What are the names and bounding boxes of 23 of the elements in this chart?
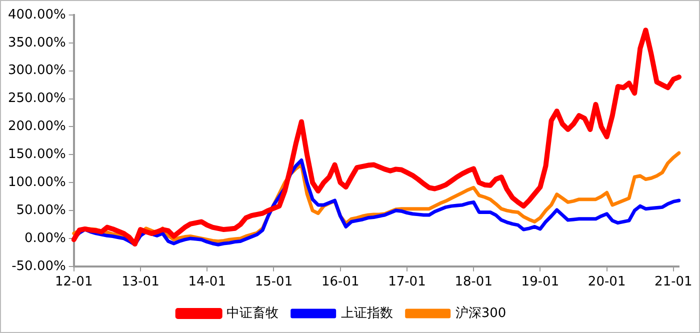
x-tick-label: 20-01 [588,274,626,290]
y-tick-label: 300.00% [8,63,66,78]
y-tick-label: 100.00% [8,174,66,190]
y-tick-label: 200.00% [8,119,66,134]
x-tick-label: 13-01 [122,274,160,290]
y-tick-label: 150.00% [8,147,66,162]
legend-label: 沪深300 [455,304,506,321]
x-tick-label: 16-01 [321,274,360,290]
legend-label: 上证指数 [340,306,393,321]
y-tick-label: 400.00% [8,7,66,22]
y-tick-label: -50.00% [12,258,66,274]
x-tick-label: 19-01 [521,274,560,290]
x-tick-label: 17-01 [388,274,426,290]
x-tick-label: 15-01 [254,274,293,290]
legend-label: 中证畜牧 [226,304,278,321]
y-tick-label: 0.00% [24,230,66,246]
y-tick-label: 350.00% [8,35,66,50]
x-tick-label: 18-01 [454,274,492,290]
y-tick-label: 250.00% [8,91,66,106]
x-tick-label: 12-01 [54,274,93,290]
y-tick-label: 50.00% [16,202,66,218]
x-tick-label: 14-01 [188,274,226,290]
x-tick-label: 21-01 [654,274,692,290]
